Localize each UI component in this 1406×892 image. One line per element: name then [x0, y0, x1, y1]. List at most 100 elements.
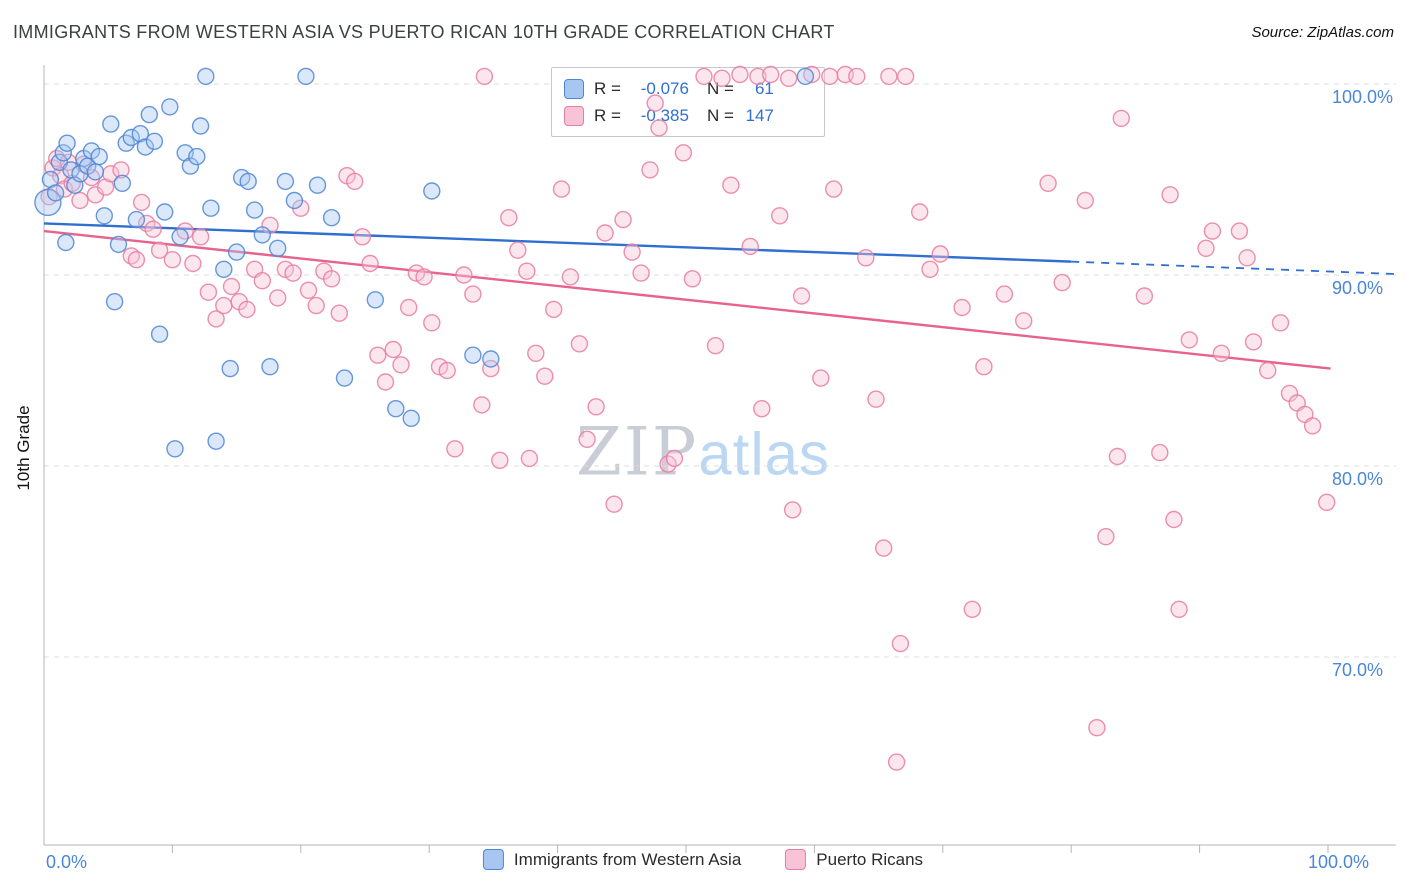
scatter-point	[896, 67, 915, 86]
scatter-point	[176, 144, 194, 162]
scatter-point	[366, 291, 384, 309]
scatter-point	[66, 176, 84, 194]
scatter-point	[1180, 331, 1199, 349]
scatter-point	[848, 67, 866, 86]
scatter-point	[245, 260, 264, 278]
scatter-point	[144, 220, 162, 238]
scatter-point	[82, 168, 101, 187]
y-tick-label-70: 70.0%	[1332, 660, 1384, 680]
n-value: 61	[754, 78, 774, 98]
pink-series-swatch	[564, 105, 584, 126]
scatter-point	[253, 272, 271, 290]
scatter-point	[464, 285, 482, 303]
scatter-point	[415, 268, 433, 286]
x-tick-label-min: 0.0%	[46, 852, 88, 872]
scatter-point	[34, 188, 62, 217]
scatter-point	[221, 359, 239, 378]
scatter-point	[127, 251, 146, 269]
scatter-point	[232, 168, 251, 187]
scatter-point	[284, 264, 302, 282]
scatter-point	[335, 369, 354, 387]
scatter-point	[1288, 394, 1306, 412]
scatter-point	[1151, 443, 1169, 462]
scatter-point	[292, 199, 310, 217]
scatter-point	[1088, 719, 1106, 737]
scatter-point	[95, 207, 114, 225]
scatter-point	[527, 344, 545, 362]
scatter-point	[308, 176, 327, 194]
scatter-point	[464, 346, 482, 364]
scatter-point	[875, 539, 893, 557]
scatter-point	[545, 300, 563, 319]
scatter-point	[276, 172, 295, 191]
scatter-point	[346, 172, 364, 191]
scatter-point	[706, 337, 725, 355]
scatter-point	[137, 214, 156, 233]
scatter-point	[1135, 287, 1154, 305]
scatter-point	[891, 634, 910, 653]
scatter-point	[222, 277, 241, 296]
scatter-point	[207, 432, 225, 450]
scatter-point	[509, 241, 527, 259]
legend-item-western-asia: Immigrants from Western Asia	[482, 849, 742, 870]
scatter-point	[161, 98, 179, 116]
scatter-point	[102, 165, 120, 183]
y-tick-label-90: 90.0%	[1332, 278, 1384, 298]
legend-item-label: Puerto Ricans	[816, 849, 924, 869]
scatter-point	[1258, 361, 1277, 380]
scatter-point	[58, 134, 76, 152]
scatter-point	[518, 262, 536, 280]
scatter-point	[995, 285, 1014, 303]
scatter-point	[1271, 314, 1290, 332]
scatter-point	[1230, 222, 1249, 240]
page-title: IMMIGRANTS FROM WESTERN ASIA VS PUERTO R…	[13, 22, 835, 42]
scatter-point	[166, 440, 184, 458]
scatter-point	[261, 216, 279, 235]
series-legend: Immigrants from Western Asia Puerto Rica…	[482, 849, 924, 870]
scatter-point	[117, 134, 135, 152]
scatter-point	[215, 296, 233, 315]
scatter-point	[402, 409, 420, 427]
scatter-point	[127, 210, 146, 229]
scatter-point	[102, 115, 120, 133]
scatter-point	[112, 161, 130, 179]
scatter-point	[623, 243, 641, 261]
scatter-point	[57, 233, 75, 252]
blue-series-swatch	[482, 849, 504, 870]
watermark: ZIPatlas	[576, 414, 830, 491]
legend-row-puerto-rican: R = -0.385 N = 147	[564, 102, 812, 129]
scatter-point	[122, 128, 141, 147]
trend-lines	[43, 222, 1397, 370]
scatter-point	[771, 207, 789, 225]
scatter-point	[1280, 384, 1299, 403]
scatter-point	[953, 298, 971, 317]
scatter-point	[857, 249, 875, 267]
r-value: -0.385	[640, 105, 689, 125]
y-axis-title: 10th Grade	[14, 405, 33, 491]
legend-item-label: Immigrants from Western Asia	[513, 849, 742, 869]
pink-series-swatch	[785, 849, 807, 870]
scatter-point	[245, 201, 264, 219]
scatter-point	[430, 358, 449, 376]
scatter-point	[446, 440, 464, 458]
scatter-point	[132, 193, 151, 212]
scatter-point	[614, 210, 632, 229]
scatter-point	[1112, 109, 1131, 128]
n-value: 147	[745, 105, 774, 125]
scatter-point	[48, 149, 66, 168]
scatter-point	[96, 178, 115, 196]
scatter-point	[215, 260, 233, 278]
scatter-point	[59, 153, 78, 172]
watermark-zip: ZIP	[575, 413, 699, 491]
scatter-point	[1108, 447, 1127, 466]
scatter-point	[113, 174, 132, 193]
scatter-point	[683, 270, 702, 288]
scatter-point	[520, 449, 539, 468]
scatter-point	[561, 268, 580, 286]
scatter-point	[145, 132, 164, 151]
n-label: N =	[706, 105, 734, 125]
scatter-point	[455, 266, 473, 284]
scatter-point	[338, 166, 356, 185]
blue-series-swatch	[564, 78, 584, 99]
scatter-point	[62, 161, 80, 179]
